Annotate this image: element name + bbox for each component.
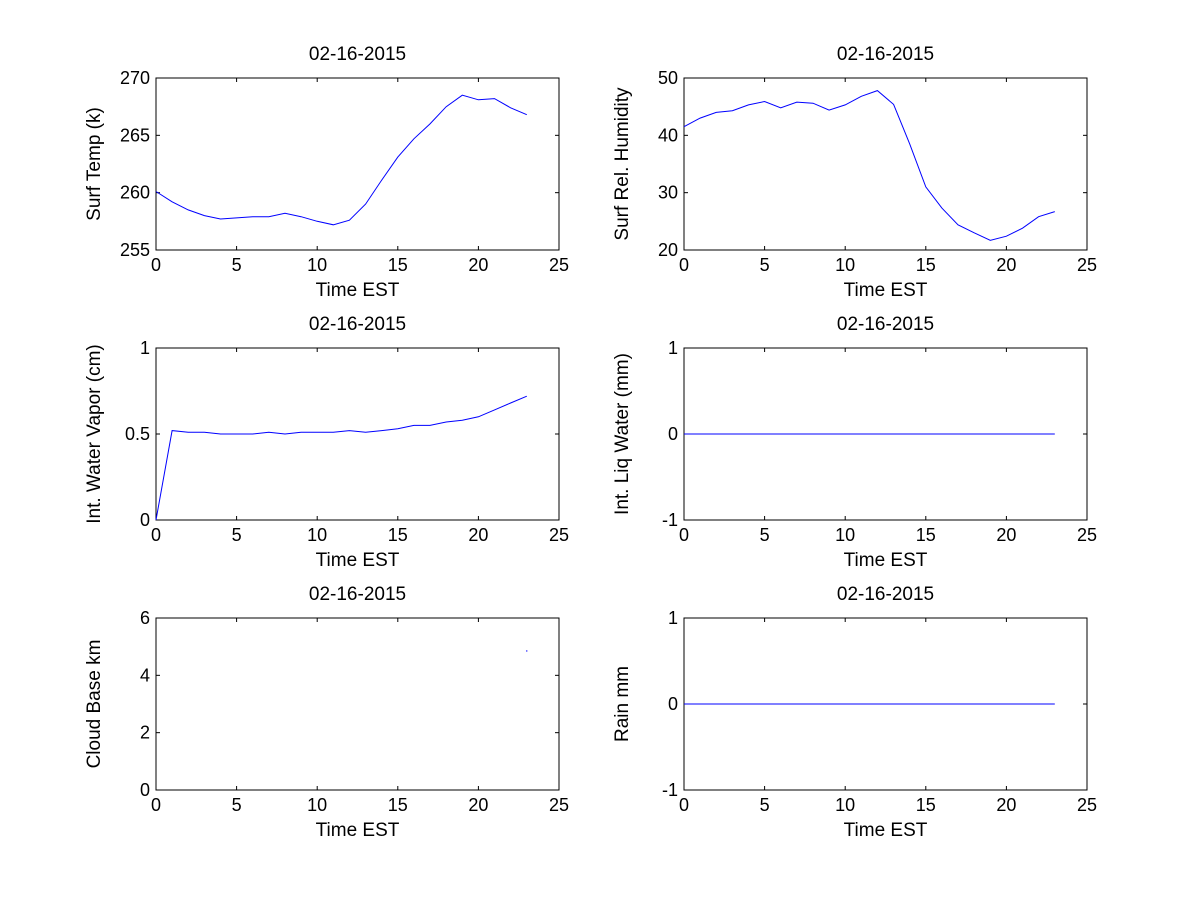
- subplot-title: 02-16-2015: [309, 44, 406, 65]
- x-tick-label: 0: [151, 525, 161, 545]
- x-tick-label: 15: [388, 795, 408, 815]
- x-tick-label: 0: [679, 255, 689, 275]
- data-point: [526, 650, 528, 652]
- x-tick-label: 15: [388, 525, 408, 545]
- x-tick-label: 20: [996, 525, 1016, 545]
- y-tick-label: 260: [120, 183, 150, 203]
- y-axis-label: Surf Temp (k): [84, 107, 105, 221]
- y-axis-label: Int. Liq Water (mm): [612, 353, 633, 515]
- subplot-2: 0 5 10 15 20 25 20 30 40 50 02-16-2015 Time EST Surf…: [612, 44, 1097, 301]
- x-tick-label: 10: [835, 525, 855, 545]
- y-tick-label: 265: [120, 125, 150, 145]
- plot-area: [683, 77, 1088, 251]
- x-tick-label: 10: [307, 255, 327, 275]
- x-tick-label: 10: [307, 795, 327, 815]
- subplot-title: 02-16-2015: [309, 584, 406, 605]
- y-axis-label: Int. Water Vapor (cm): [84, 344, 105, 523]
- x-tick-label: 15: [916, 255, 936, 275]
- x-tick-label: 20: [996, 795, 1016, 815]
- x-axis-label: Time EST: [316, 550, 400, 571]
- x-tick-label: 25: [549, 795, 569, 815]
- subplot-title: 02-16-2015: [837, 584, 934, 605]
- series-line: [683, 90, 1055, 241]
- x-axis-label: Time EST: [316, 820, 400, 841]
- y-tick-label: 1: [668, 608, 678, 628]
- y-tick-label: 0: [140, 780, 150, 800]
- y-tick-label: 0.5: [125, 424, 150, 444]
- x-tick-label: 10: [835, 255, 855, 275]
- y-tick-label: 0: [140, 510, 150, 530]
- x-tick-label: 25: [1077, 525, 1097, 545]
- x-tick-label: 25: [1077, 795, 1097, 815]
- x-tick-label: 0: [151, 255, 161, 275]
- x-tick-label: 0: [151, 795, 161, 815]
- subplot-title: 02-16-2015: [837, 314, 934, 335]
- x-tick-label: 20: [996, 255, 1016, 275]
- x-axis-label: Time EST: [316, 280, 400, 301]
- subplot-title: 02-16-2015: [837, 44, 934, 65]
- y-tick-label: 0: [668, 424, 678, 444]
- y-axis-label: Surf Rel. Humidity: [612, 87, 633, 241]
- x-tick-label: 5: [232, 255, 242, 275]
- x-tick-label: 15: [916, 525, 936, 545]
- x-tick-label: 25: [1077, 255, 1097, 275]
- series-line: [155, 395, 527, 521]
- x-tick-label: 25: [549, 525, 569, 545]
- x-tick-label: 5: [760, 255, 770, 275]
- x-tick-label: 20: [468, 525, 488, 545]
- y-tick-label: 1: [140, 338, 150, 358]
- plot-area: [155, 77, 560, 251]
- y-tick-label: -1: [662, 510, 678, 530]
- y-tick-label: 2: [140, 723, 150, 743]
- x-tick-label: 20: [468, 795, 488, 815]
- x-axis-label: Time EST: [844, 820, 928, 841]
- y-axis-label: Rain mm: [612, 666, 633, 742]
- x-tick-label: 5: [232, 795, 242, 815]
- subplot-title: 02-16-2015: [309, 314, 406, 335]
- subplot-5: 0 5 10 15 20 25 0 2 4 6 02-16-2015 Time EST Cloud Ba…: [84, 584, 569, 841]
- x-tick-label: 10: [835, 795, 855, 815]
- plot-area: [155, 617, 560, 791]
- x-axis-label: Time EST: [844, 550, 928, 571]
- y-tick-label: 4: [140, 665, 150, 685]
- y-tick-label: 30: [658, 183, 678, 203]
- series-line: [155, 94, 527, 226]
- x-tick-label: 20: [468, 255, 488, 275]
- y-tick-label: 40: [658, 125, 678, 145]
- y-tick-label: 270: [120, 68, 150, 88]
- y-tick-label: 6: [140, 608, 150, 628]
- y-tick-label: -1: [662, 780, 678, 800]
- y-tick-label: 255: [120, 240, 150, 260]
- x-tick-label: 25: [549, 255, 569, 275]
- y-axis-label: Cloud Base km: [84, 640, 105, 769]
- y-tick-label: 1: [668, 338, 678, 358]
- x-tick-label: 5: [232, 525, 242, 545]
- x-axis-label: Time EST: [844, 280, 928, 301]
- y-tick-label: 20: [658, 240, 678, 260]
- x-tick-label: 15: [916, 795, 936, 815]
- x-tick-label: 10: [307, 525, 327, 545]
- y-tick-label: 0: [668, 694, 678, 714]
- x-tick-label: 0: [679, 525, 689, 545]
- y-tick-label: 50: [658, 68, 678, 88]
- x-tick-label: 5: [760, 525, 770, 545]
- x-tick-label: 0: [679, 795, 689, 815]
- x-tick-label: 15: [388, 255, 408, 275]
- subplot-3: 0 5 10 15 20 25 0 0.5 1 02-16-2015 Time EST Int. Wa…: [84, 314, 569, 571]
- subplot-1: 0 5 10 15 20 25 255 260 265 270 02-16-2015 Time EST…: [84, 44, 569, 301]
- x-tick-label: 5: [760, 795, 770, 815]
